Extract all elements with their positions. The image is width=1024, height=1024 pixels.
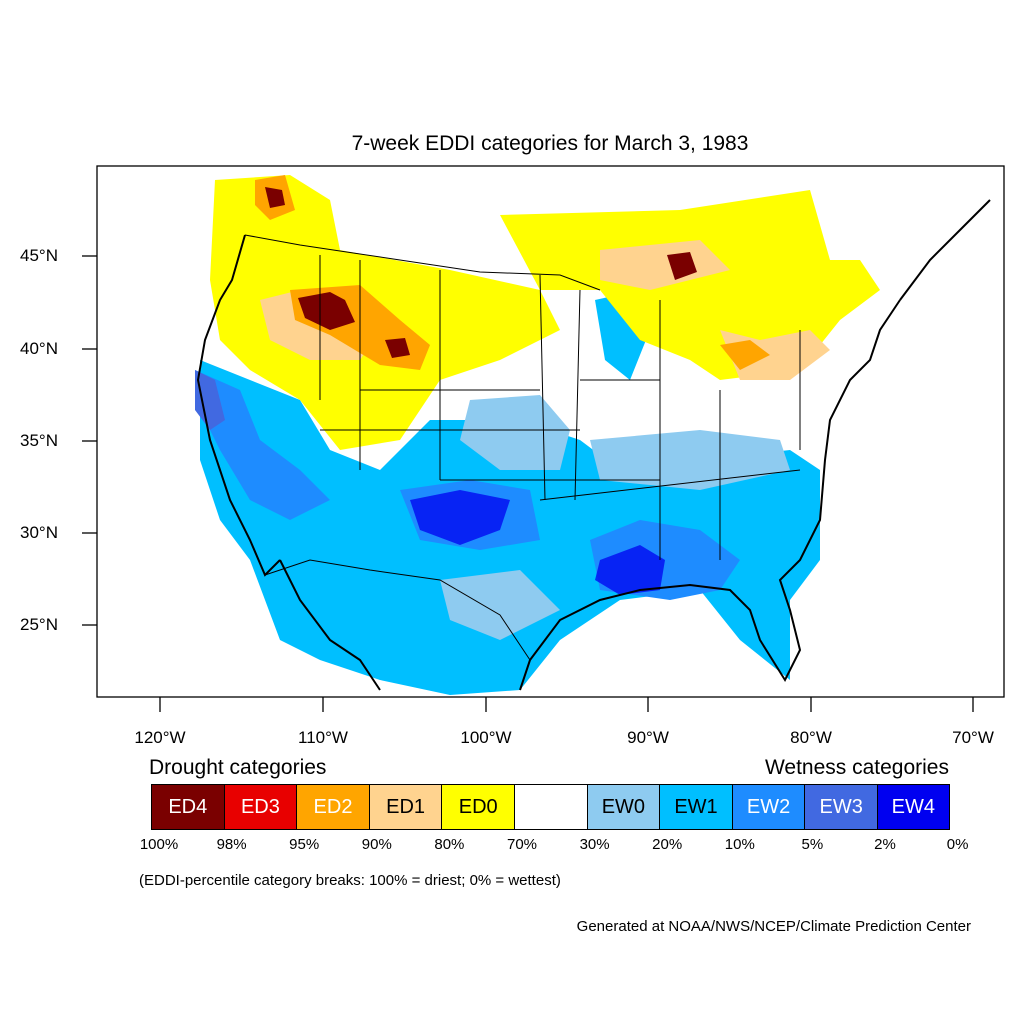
drought-region-ed4-wyoming [385,338,410,358]
lat-label-35: 35°N [20,431,58,450]
legend-break-label: 20% [652,836,683,853]
legend-box-normal [514,784,587,830]
legend-box-ed4: ED4 [151,784,224,830]
lon-label-120: 120°W [134,728,186,747]
legend-break-label: 90% [361,836,392,853]
wet-region-midsouth [590,430,790,490]
lon-label-110: 110°W [298,728,348,747]
legend-break-label: 0% [946,836,969,853]
legend-break-label: 80% [434,836,465,853]
drought-heading: Drought categories [149,756,327,779]
wetness-heading: Wetness categories [764,756,949,779]
map-frame [96,165,1005,698]
legend-box-ew4: EW4 [877,784,950,830]
legend-break-label: 100% [139,836,179,853]
west-coastline [196,234,281,577]
legend-box-ew0: EW0 [586,784,660,830]
drought-region-ed4-montana [265,187,285,208]
lon-label-70: 70°W [952,728,994,747]
lon-label-90: 90°W [627,728,669,747]
lat-label-45: 45°N [20,246,58,265]
legend-box-ew3: EW3 [804,784,877,830]
legend-break-label: 2% [874,836,896,853]
lon-label-80: 80°W [790,728,832,747]
legend-break-label: 95% [289,836,320,853]
drought-region-canada [500,190,880,380]
wet-region-texas [440,570,560,640]
legend-box-ed2: ED2 [296,784,369,830]
drought-region-ed4-ontario [667,252,697,280]
wet-region-newmexico-ew4 [410,490,510,545]
axis-ticks [82,255,974,712]
legend-box-ed3: ED3 [223,784,297,830]
legend-box-ew2: EW2 [731,784,805,830]
gulf-coastline [519,299,901,691]
legend-box-ed1: ED1 [368,784,442,830]
category-note: (EDDI-percentile category breaks: 100% =… [139,872,561,889]
drought-region-ed1-north [600,240,730,290]
legend-break-label: 5% [801,836,824,853]
map-title: 7-week EDDI categories for March 3, 1983 [351,132,749,155]
lat-label-25: 25°N [20,615,58,634]
wet-region-coast-ew3 [195,370,225,430]
coastlines [196,199,991,691]
lon-label-100: 100°W [460,728,512,747]
drought-region-ed2-pennsylvania [720,340,770,370]
wet-region-california [195,370,330,520]
credit-line: Generated at NOAA/NWS/NCEP/Climate Predi… [576,918,971,935]
border-lines [319,255,801,560]
wet-region-louisiana-ew4 [595,545,665,595]
category-shading [195,175,880,695]
legend-box-ew1: EW1 [659,784,732,830]
mexico-border [264,559,531,661]
wet-region-plains [460,395,570,470]
legend-break-label: 70% [506,836,538,853]
legend-break-label: 30% [579,836,610,853]
baja-coastline [279,559,381,691]
lat-label-40: 40°N [20,339,58,358]
state-borders [244,234,801,661]
drought-region-ed4-idaho [298,292,355,330]
northeast-coastline [899,199,991,301]
legend-box-ed0: ED0 [441,784,514,830]
lat-label-30: 30°N [20,523,58,542]
canada-border [244,234,601,291]
legend-break-label: 98% [216,836,247,853]
legend-break-label: 10% [724,836,755,853]
